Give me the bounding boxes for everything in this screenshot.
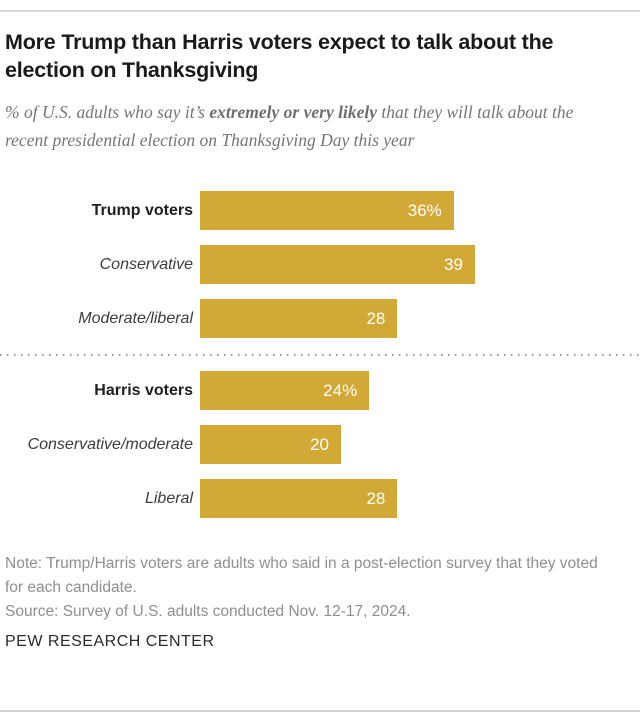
bar-track: 24% [200, 371, 626, 410]
bar-track: 36% [200, 191, 626, 230]
bar-track: 20 [200, 425, 626, 464]
category-label-conservative: Conservative [99, 255, 193, 273]
subtitle-emphasis: extremely or very likely [209, 102, 377, 122]
chart-card: More Trump than Harris voters expect to … [0, 10, 640, 723]
bar-trump-moderate-liberal: 28 [200, 299, 398, 338]
bar-harris-conservative-moderate: 20 [200, 425, 341, 464]
bar-track: 28 [200, 479, 626, 518]
category-label-liberal: Liberal [144, 489, 193, 507]
bar-value-label: 36% [407, 200, 442, 220]
source-line: Source: Survey of U.S. adults conducted … [5, 603, 411, 620]
category-label-trump-voters: Trump voters [91, 201, 193, 219]
chart-title: More Trump than Harris voters expect to … [5, 30, 554, 82]
bar-chart: Trump voters 36% Conservative 39 Moderat… [0, 191, 640, 518]
bottom-divider-rule [0, 710, 640, 712]
bar-row-trump-conservative: Conservative 39 [5, 245, 626, 284]
subtitle-prefix: % of U.S. adults who say it’s [5, 102, 210, 122]
subtitle-suffix: that they will talk about the recent pre… [5, 102, 574, 150]
bar-row-harris-voters: Harris voters 24% [5, 371, 626, 410]
bar-harris-liberal: 28 [200, 479, 398, 518]
bar-harris-voters: 24% [200, 371, 370, 410]
category-label-moderate-liberal: Moderate/liberal [78, 309, 193, 327]
chart-footer: Note: Trump/Harris voters are adults who… [5, 552, 626, 651]
group-divider-dotted-line [0, 354, 640, 356]
chart-subtitle: % of U.S. adults who say it’s extremely … [5, 99, 613, 154]
bar-track: 28 [200, 299, 626, 338]
bar-row-trump-voters: Trump voters 36% [5, 191, 626, 230]
bar-value-label: 20 [310, 434, 329, 454]
bar-value-label: 24% [323, 380, 358, 400]
pew-research-center-wordmark: PEW RESEARCH CENTER [5, 633, 215, 650]
bar-trump-conservative: 39 [200, 245, 475, 284]
bar-row-harris-conservative-moderate: Conservative/moderate 20 [5, 425, 626, 464]
bar-trump-voters: 36% [200, 191, 454, 230]
bar-value-label: 39 [444, 254, 463, 274]
footnote: Note: Trump/Harris voters are adults who… [5, 555, 598, 596]
category-label-harris-voters: Harris voters [94, 381, 193, 399]
bar-value-label: 28 [366, 308, 386, 328]
bar-row-trump-moderate-liberal: Moderate/liberal 28 [5, 299, 626, 338]
bar-row-harris-liberal: Liberal 28 [5, 479, 626, 518]
top-divider-rule [0, 10, 640, 12]
bar-value-label: 28 [366, 488, 386, 508]
category-label-conservative-moderate: Conservative/moderate [27, 435, 193, 453]
bar-track: 39 [200, 245, 626, 284]
